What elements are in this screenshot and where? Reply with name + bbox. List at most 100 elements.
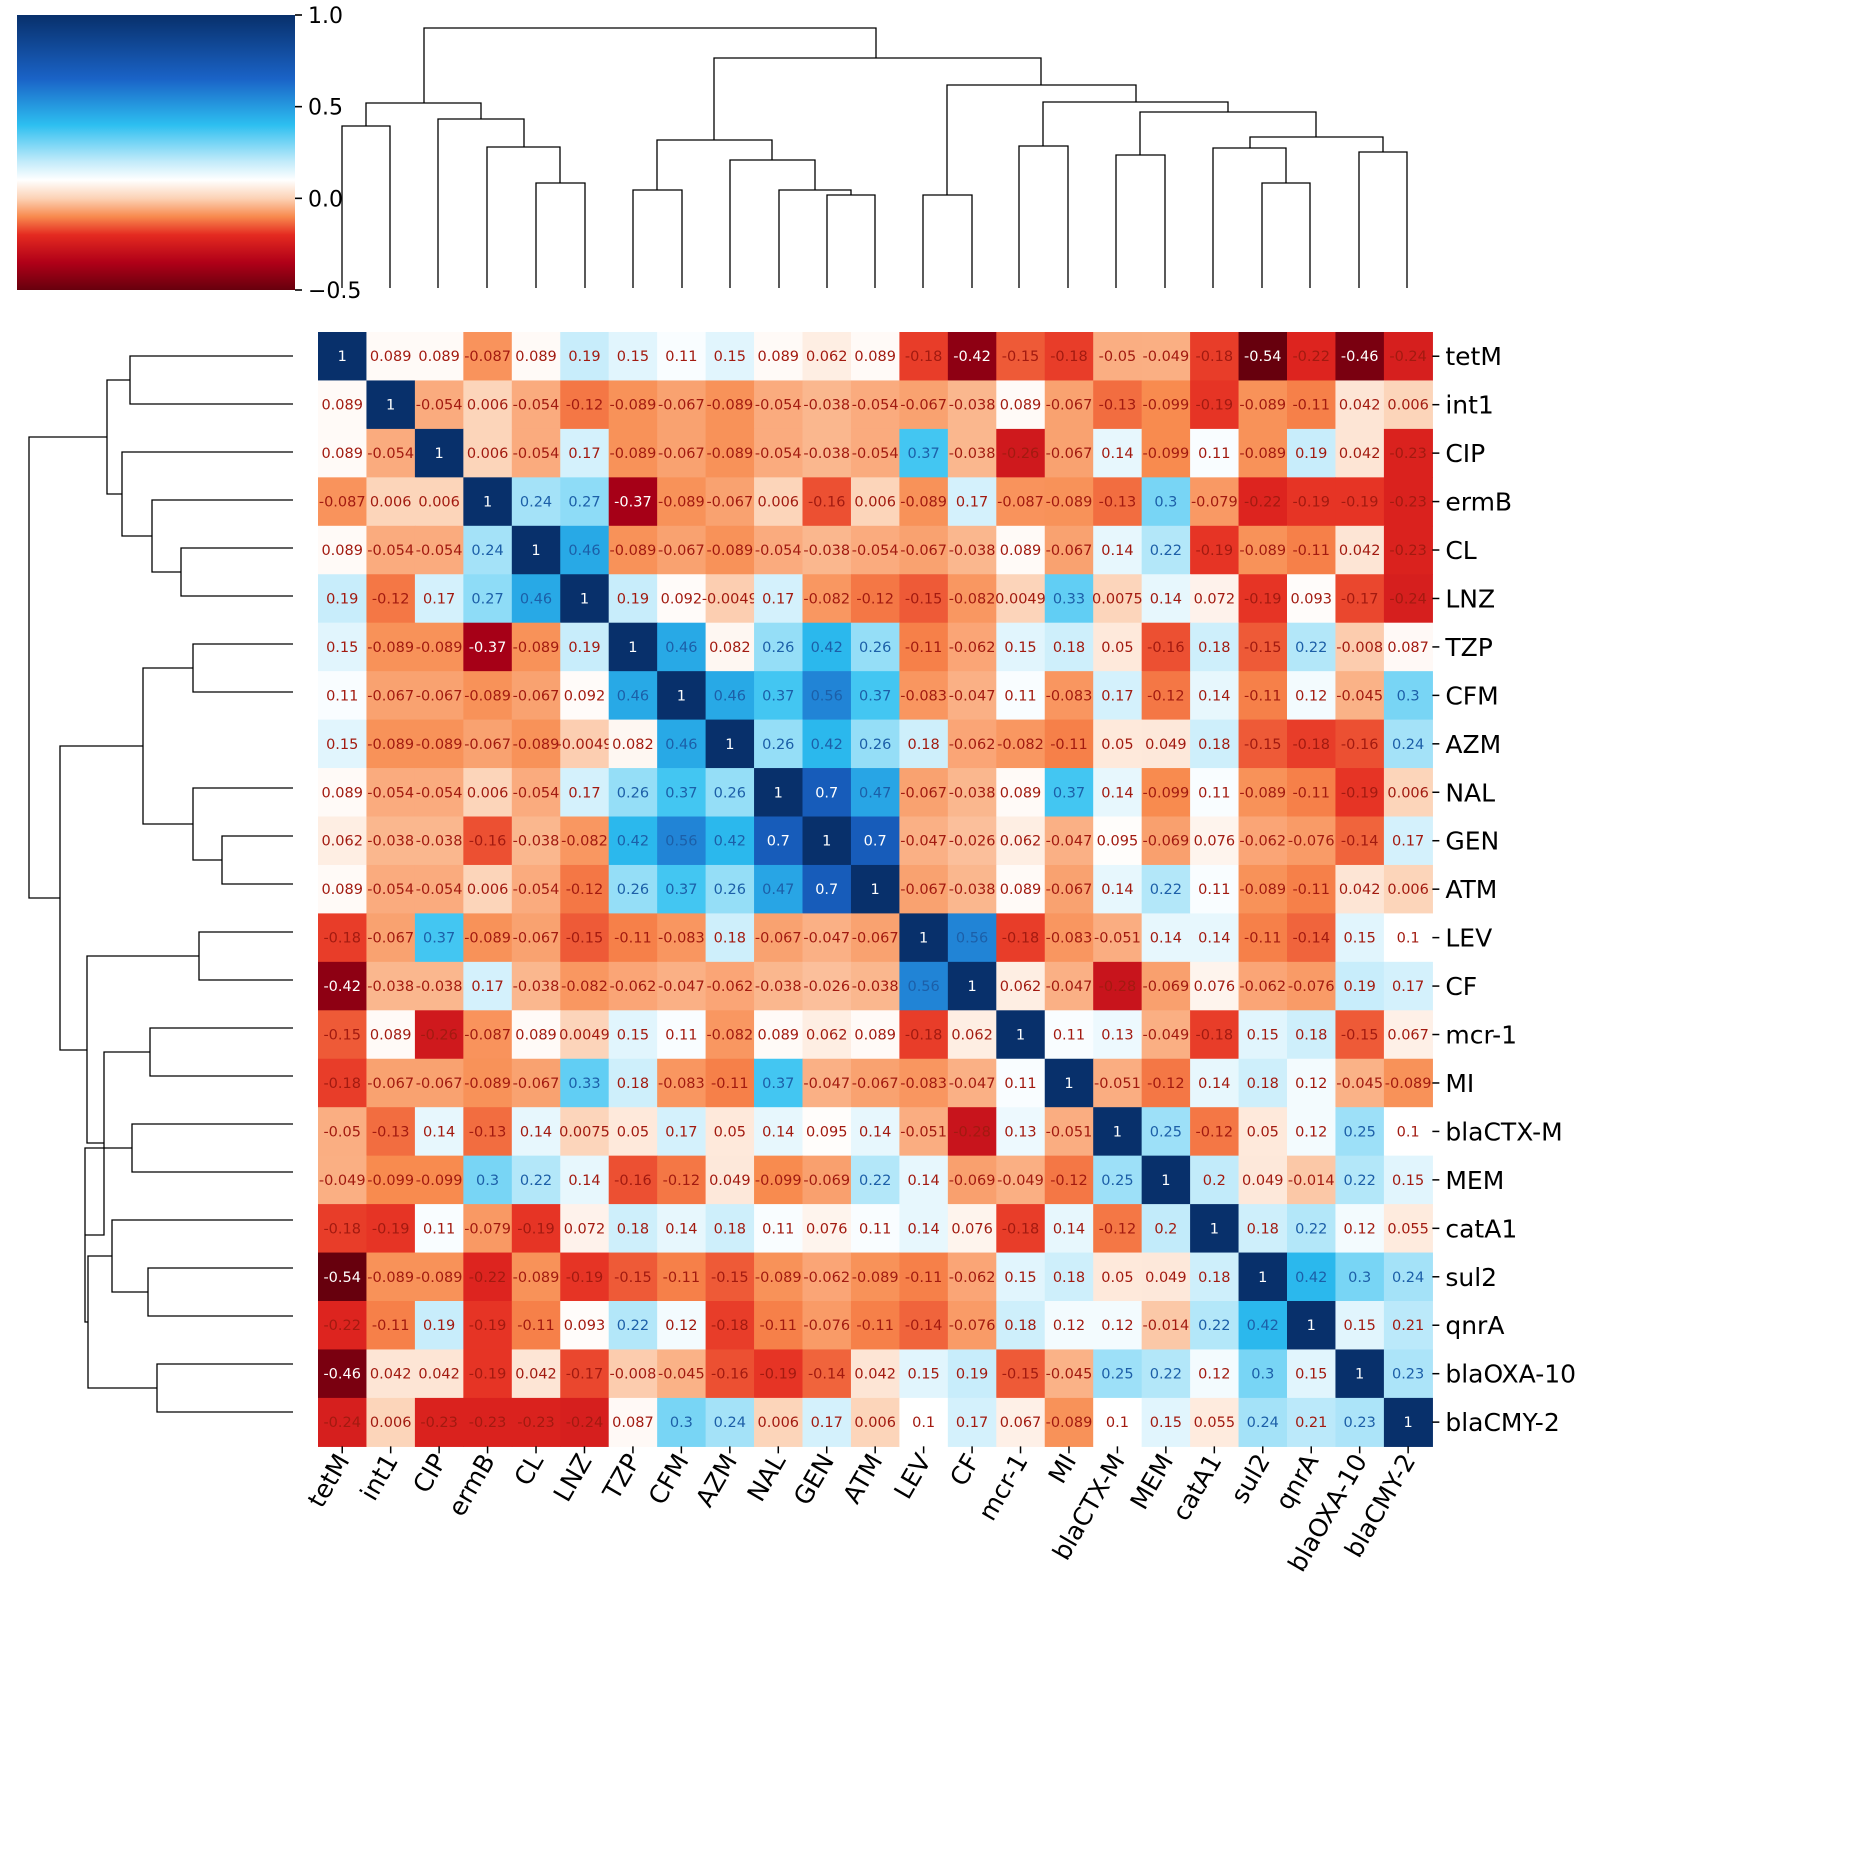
heatmap-cell-label: 0.042 [1339, 882, 1381, 898]
heatmap-cell-label: 0.11 [859, 1221, 891, 1237]
heatmap-cell-label: 0.42 [617, 834, 649, 850]
colorbar-scale [17, 15, 295, 290]
heatmap-cell-label: -0.12 [1099, 1221, 1137, 1237]
dendrogram-link [632, 189, 683, 288]
heatmap-cell [947, 1107, 997, 1157]
heatmap-cell [463, 1301, 513, 1351]
heatmap-cell-label: -0.13 [1099, 495, 1137, 511]
heatmap-cell-label: -0.054 [852, 446, 899, 462]
heatmap-cell [608, 671, 658, 721]
heatmap-cell-label: 1 [1404, 1415, 1413, 1431]
heatmap-cell-label: -0.28 [953, 1124, 991, 1140]
heatmap-cell-label: -0.089 [367, 737, 414, 753]
heatmap-cell [608, 1252, 658, 1302]
heatmap-cell [608, 1204, 658, 1254]
heatmap-cell-label: 0.089 [854, 349, 896, 365]
heatmap-cell [1383, 1349, 1433, 1399]
heatmap-cell-label: 0.006 [854, 495, 896, 511]
heatmap-cell [1335, 477, 1385, 527]
heatmap-cell [850, 622, 900, 672]
heatmap-cell-label: -0.087 [464, 349, 511, 365]
heatmap-cell [1287, 864, 1337, 914]
heatmap-cell-label: 0.25 [1101, 1173, 1133, 1189]
heatmap-cell [1141, 574, 1191, 624]
heatmap-cell-label: -0.089 [1239, 446, 1286, 462]
heatmap-cell-label: -0.089 [706, 446, 753, 462]
heatmap-cell-label: 1 [677, 688, 686, 704]
heatmap-cell-label: -0.067 [755, 931, 802, 947]
heatmap-cell-label: -0.067 [900, 398, 947, 414]
heatmap-cell-label: -0.11 [856, 1318, 894, 1334]
heatmap-cell [802, 1107, 852, 1157]
heatmap-cell [366, 961, 416, 1011]
dendrogram-link [87, 1255, 157, 1389]
heatmap-cell [463, 1155, 513, 1205]
heatmap-cell [1287, 380, 1337, 430]
heatmap-cell-label: 0.055 [1387, 1221, 1429, 1237]
heatmap-cell [366, 671, 416, 721]
heatmap-cell-label: -0.19 [1341, 495, 1379, 511]
heatmap-cell [657, 622, 707, 672]
heatmap-cell [318, 961, 368, 1011]
heatmap-cell [705, 1058, 755, 1108]
heatmap-cell-label: 0.062 [1000, 834, 1042, 850]
heatmap-cell-label: 0.15 [1344, 931, 1376, 947]
heatmap-cell [1093, 1349, 1143, 1399]
heatmap-cell-label: -0.15 [711, 1270, 749, 1286]
heatmap-cell [366, 332, 416, 382]
heatmap-cell [1287, 477, 1337, 527]
heatmap-cell-label: -0.062 [706, 979, 753, 995]
heatmap-cell [802, 671, 852, 721]
heatmap-cell [511, 719, 561, 769]
heatmap-cell [947, 622, 997, 672]
heatmap-cell [754, 525, 804, 575]
heatmap-cell [366, 864, 416, 914]
heatmap-cell-label: -0.13 [1099, 398, 1137, 414]
heatmap-cell-label: -0.19 [469, 1367, 507, 1383]
heatmap-cell-label: 1 [1258, 1270, 1267, 1286]
heatmap-cell-label: 0.3 [476, 1173, 499, 1189]
heatmap-cell [1335, 913, 1385, 963]
heatmap-cell [1383, 574, 1433, 624]
heatmap-cell-label: -0.038 [803, 543, 850, 559]
heatmap-cell [608, 525, 658, 575]
heatmap-cell [463, 477, 513, 527]
heatmap-cell [511, 1058, 561, 1108]
heatmap-cell-label: 0.11 [1198, 446, 1230, 462]
heatmap-cell-label: -0.099 [1143, 446, 1190, 462]
heatmap-cell-label: -0.18 [323, 931, 361, 947]
heatmap-cell-label: 0.56 [956, 931, 988, 947]
heatmap-cell-label: -0.22 [1244, 495, 1282, 511]
heatmap-cell-label: 1 [1113, 1124, 1122, 1140]
heatmap-cell-label: -0.026 [949, 834, 996, 850]
heatmap-cell [802, 1010, 852, 1060]
heatmap-cell [366, 816, 416, 866]
heatmap-cell [1335, 1010, 1385, 1060]
heatmap-cell [996, 671, 1046, 721]
heatmap-cell [1044, 1204, 1094, 1254]
heatmap-cell [1287, 816, 1337, 866]
heatmap-cell [754, 719, 804, 769]
heatmap-cell-label: 0.11 [1198, 882, 1230, 898]
heatmap-cell [1093, 913, 1143, 963]
heatmap-cell [1383, 428, 1433, 478]
heatmap-cell [1044, 1010, 1094, 1060]
heatmap-cell [657, 864, 707, 914]
heatmap-cell-label: 0.082 [612, 737, 654, 753]
heatmap-cell-label: 0.46 [665, 640, 697, 656]
heatmap-cell-label: 0.089 [1000, 785, 1042, 801]
heatmap-cell-label: 0.18 [1198, 737, 1230, 753]
heatmap-cell-label: -0.087 [319, 495, 366, 511]
heatmap-cell-label: -0.11 [905, 1270, 943, 1286]
heatmap-cell [754, 816, 804, 866]
heatmap-cell-label: -0.069 [1143, 834, 1190, 850]
heatmap-cell-label: 0.006 [418, 495, 460, 511]
heatmap-cell-label: -0.054 [367, 543, 414, 559]
heatmap-cell [657, 961, 707, 1011]
heatmap-cell-label: 0.093 [564, 1318, 606, 1334]
heatmap-cell-label: 0.12 [1101, 1318, 1133, 1334]
heatmap-cell-label: 0.12 [1344, 1221, 1376, 1237]
heatmap-cell-label: -0.045 [1046, 1367, 1093, 1383]
heatmap-cell-label: 0.12 [1295, 1124, 1327, 1140]
heatmap-cell [1093, 1397, 1143, 1447]
